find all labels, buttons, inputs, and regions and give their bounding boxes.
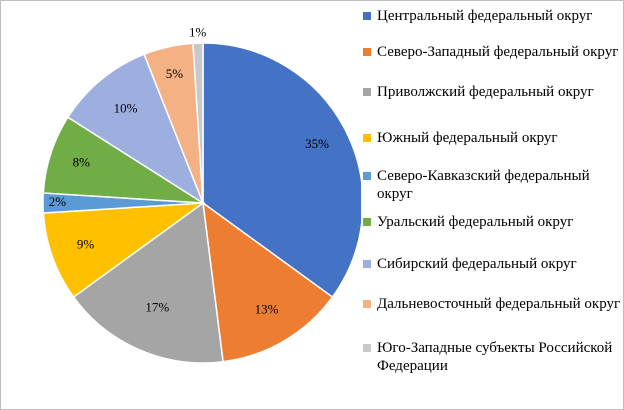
legend-item-central: Центральный федеральный округ [363,7,621,43]
pie-slice-central [202,42,361,299]
legend-label-southwest: Юго-Западные субъекты Российской Федерац… [377,340,613,374]
legend-label-south: Южный федеральный округ [377,130,558,146]
legend-item-volga: Приволжский федеральный округ [363,83,621,129]
pie-data-labels: 35% 13% 17% 9% 2% 8% 10% 5% 1% [49,24,329,316]
data-label-south: 9% [77,236,95,251]
legend-swatch-south [363,134,371,142]
pie-slice-siberia [66,53,205,205]
data-label-ural: 8% [73,154,91,169]
legend: Центральный федеральный округ Северо-Зап… [363,7,621,379]
legend-item-far-east: Дальневосточный федеральный округ [363,295,621,339]
legend-label-volga: Приволжский федеральный округ [377,84,594,100]
legend-label-northwest: Северо-Западный федеральный округ [377,44,619,60]
pie-slice-southwest [192,42,204,204]
data-label-volga: 17% [145,300,169,315]
legend-item-siberia: Сибирский федеральный округ [363,255,621,295]
legend-swatch-north-caucasus [363,172,371,180]
pie-chart: 35% 13% 17% 9% 2% 8% 10% 5% 1% [42,24,361,364]
legend-swatch-central [363,12,371,20]
legend-swatch-far-east [363,300,371,308]
pie-slice-volga [72,201,224,364]
legend-item-south: Южный федеральный округ [363,129,621,167]
legend-label-siberia: Сибирский федеральный округ [377,256,577,272]
data-label-siberia: 10% [114,100,138,115]
legend-item-southwest: Юго-Западные субъекты Российской Федерац… [363,339,621,379]
pie-slices [42,42,361,364]
pie-slice-south [42,202,206,299]
legend-item-ural: Уральский федеральный округ [363,213,621,255]
legend-label-north-caucasus: Северо-Кавказский федеральный округ [377,168,590,202]
legend-label-ural: Уральский федеральный округ [377,214,574,230]
pie-slice-northwest [202,201,334,363]
legend-label-central: Центральный федеральный округ [377,8,593,24]
data-label-north-caucasus: 2% [49,194,67,209]
legend-label-far-east: Дальневосточный федеральный округ [377,296,621,312]
legend-swatch-southwest [363,344,371,352]
data-label-central: 35% [305,136,329,151]
legend-swatch-ural [363,218,371,226]
legend-swatch-northwest [363,48,371,56]
legend-swatch-siberia [363,260,371,268]
legend-item-northwest: Северо-Западный федеральный округ [363,43,621,83]
data-label-far-east: 5% [166,66,184,81]
data-label-southwest: 1% [189,24,207,39]
legend-swatch-volga [363,88,371,96]
data-label-northwest: 13% [255,301,279,316]
legend-item-north-caucasus: Северо-Кавказский федеральный округ [363,167,621,213]
